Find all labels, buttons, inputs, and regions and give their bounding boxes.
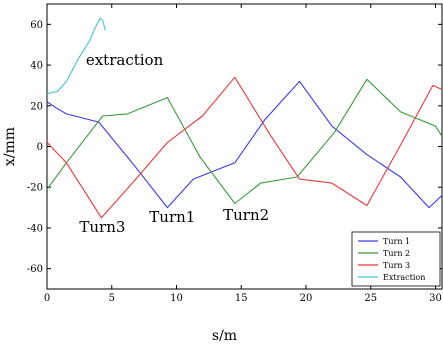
- x-tick-label: 10: [170, 293, 183, 304]
- legend-entry: Turn 1: [383, 237, 410, 246]
- y-tick-label: -40: [27, 223, 43, 234]
- legend-entry: Turn 2: [383, 249, 410, 258]
- legend-entry: Extraction: [383, 273, 425, 282]
- y-axis-label: x/mm: [2, 127, 18, 166]
- series-line-turn-1: [47, 80, 442, 209]
- series-line-turn-3: [47, 76, 442, 219]
- series-line-extraction: [47, 17, 106, 95]
- y-tick-label: -60: [27, 264, 43, 275]
- y-tick-label: 40: [30, 61, 43, 72]
- y-tick-label: 60: [30, 20, 43, 31]
- annotation-turn1: Turn1: [149, 208, 195, 226]
- y-tick-label: 0: [37, 142, 43, 153]
- x-tick-label: 25: [364, 293, 377, 304]
- annotation-extraction: extraction: [86, 51, 164, 69]
- y-tick-label: -20: [27, 183, 43, 194]
- series-layer: [47, 17, 442, 219]
- legend: Turn 1 Turn 2 Turn 3 Extraction: [351, 231, 441, 287]
- annotation-layer: extraction Turn3 Turn1 Turn2: [79, 51, 269, 236]
- y-tick-label: 20: [30, 101, 43, 112]
- x-tick-label: 15: [235, 293, 248, 304]
- plot-axes: 0 5 10 15 20 25 30 -60 -40 -20 0 20 40 60 s/m x/mm: [2, 3, 443, 344]
- annotation-turn2: Turn2: [223, 206, 269, 224]
- x-tick-label: 5: [109, 293, 115, 304]
- x-tick-label: 0: [44, 293, 50, 304]
- x-tick-label: 20: [300, 293, 313, 304]
- legend-entry: Turn 3: [383, 261, 410, 270]
- annotation-turn3: Turn3: [79, 218, 125, 236]
- x-tick-label: 30: [429, 293, 442, 304]
- x-axis-label: s/m: [212, 328, 237, 344]
- series-line-turn-2: [47, 78, 442, 205]
